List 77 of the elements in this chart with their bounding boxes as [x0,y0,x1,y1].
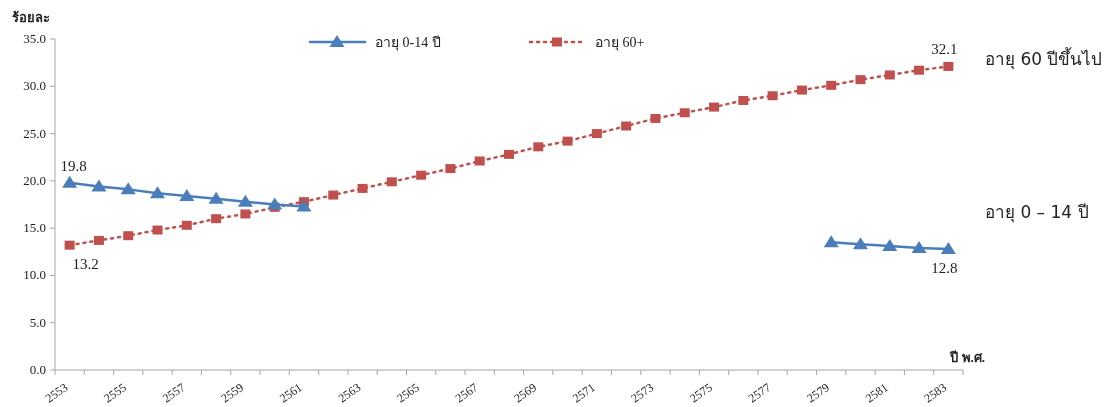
point [591,129,602,139]
point [357,183,368,193]
x-tick-label: 2555 [101,380,129,406]
y-tick-label: 5.0 [29,314,46,330]
point [562,136,573,146]
point [940,241,956,254]
x-tick-label: 2575 [687,380,715,406]
x-tick-label: 2571 [569,380,598,406]
point [738,95,749,105]
point [240,209,251,219]
x-tick-label: 2559 [218,380,247,406]
y-axis-title: ร้อยละ [12,10,50,25]
point [62,175,78,188]
point [796,85,807,95]
point [181,220,192,230]
x-tick-label: 2573 [628,380,657,406]
point [64,240,75,250]
point [679,108,690,118]
point [152,225,163,235]
point [826,80,837,90]
point [123,231,134,241]
y-tick-label: 30.0 [23,78,46,94]
y-tick-label: 35.0 [23,31,46,46]
point [267,197,283,210]
legend-label: อายุ 0-14 ปี [375,35,441,51]
text: อายุ 0 – 14 ปี [985,202,1089,223]
data-label: 19.8 [60,157,87,174]
point [445,164,456,174]
text: อายุ 60 ปีขึ้นไป [985,47,1103,70]
y-tick-label: 0.0 [29,362,46,377]
point [474,156,485,166]
y-tick-label: 20.0 [23,172,46,188]
point [91,179,107,192]
x-axis-title: ปี พ.ศ. [949,350,985,365]
point [855,75,866,85]
y-tick-label: 25.0 [23,125,46,141]
point [767,91,778,101]
legend-label: อายุ 60+ [595,35,645,51]
point [386,177,397,187]
data-label: 32.1 [931,41,958,58]
point [533,142,544,152]
point [93,235,104,245]
point [882,239,898,252]
point [709,102,720,112]
x-tick-label: 2583 [921,380,950,406]
point [621,121,632,131]
point [208,191,224,204]
point [237,194,253,207]
x-tick-label: 2579 [804,380,832,406]
point [943,61,954,71]
x-tick-label: 2581 [862,380,891,406]
point [328,190,339,200]
point [504,149,514,159]
x-tick-label: 2563 [335,380,364,406]
x-tick-label: 2561 [277,380,305,406]
point [884,70,895,80]
x-tick-label: 2553 [42,380,71,406]
y-tick-label: 15.0 [23,220,46,236]
point [852,237,868,250]
x-tick-label: 2557 [159,380,188,406]
x-tick-label: 2569 [511,380,540,406]
x-tick-label: 2565 [394,380,422,406]
point [211,214,222,224]
x-tick-label: 2567 [452,380,481,406]
x-tick-label: 2577 [745,380,774,406]
point [120,182,136,195]
point [914,65,925,75]
point [179,188,195,201]
data-label: 12.8 [931,259,958,276]
point [823,235,839,248]
data-label: 13.2 [72,256,99,273]
point [150,186,166,199]
point [911,241,927,253]
point [650,113,661,123]
y-tick-label: 10.0 [23,267,46,283]
point [416,170,427,180]
point [296,199,312,212]
